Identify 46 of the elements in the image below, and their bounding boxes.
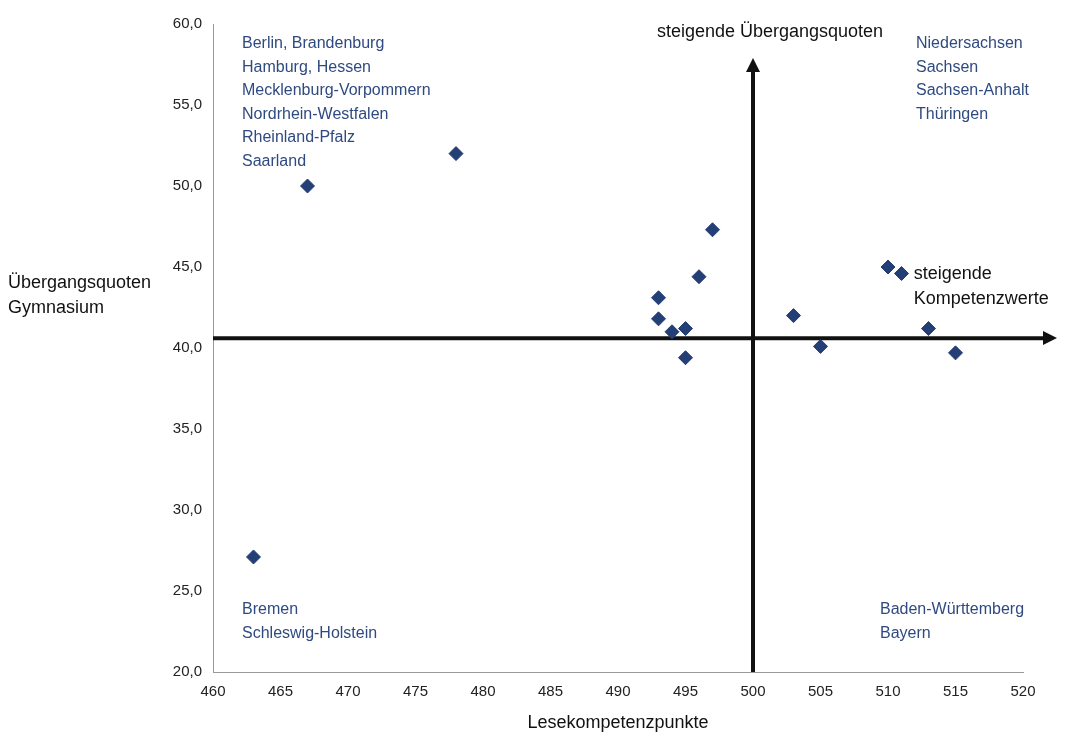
point bbox=[651, 311, 666, 327]
point bbox=[786, 308, 801, 324]
y-tick-label: 35,0 bbox=[172, 419, 202, 437]
y-tick-label: 55,0 bbox=[172, 95, 202, 113]
point bbox=[448, 146, 464, 162]
x-tick-label: 510 bbox=[875, 682, 901, 700]
y-tick-label: 25,0 bbox=[172, 581, 202, 599]
x-tick-label: 480 bbox=[470, 682, 496, 700]
x-tick-label: 460 bbox=[200, 682, 226, 700]
annotation: Berlin, Brandenburg Hamburg, Hessen Mecklenburg-Vorpommern Nordrhein-Westfalen Rheinland-Pfalz Saarland bbox=[242, 34, 431, 169]
point bbox=[948, 345, 963, 361]
x-tick-label: 485 bbox=[537, 682, 564, 700]
x-tick-label: 470 bbox=[335, 682, 361, 700]
point bbox=[880, 259, 896, 275]
point bbox=[678, 350, 693, 366]
y-tick-label: 45,0 bbox=[172, 257, 202, 275]
ref-line-label: steigende Kompetenzwerte bbox=[913, 263, 1049, 309]
point bbox=[813, 338, 828, 354]
x-tick-label: 475 bbox=[402, 682, 429, 700]
x-tick-label: 500 bbox=[740, 682, 766, 700]
x-tick-label: 495 bbox=[672, 682, 699, 700]
point bbox=[691, 269, 707, 285]
x-axis-title: Lesekompetenzpunkte bbox=[527, 712, 709, 733]
point bbox=[300, 178, 315, 194]
y-tick-label: 30,0 bbox=[172, 500, 202, 518]
x-tick-label: 465 bbox=[267, 682, 294, 700]
x-tick-label: 490 bbox=[605, 682, 631, 700]
y-tick-label: 50,0 bbox=[172, 176, 202, 194]
x-tick-label: 505 bbox=[807, 682, 834, 700]
annotation: Baden-Württemberg Bayern bbox=[880, 600, 1025, 641]
annotation: Bremen Schleswig-Holstein bbox=[242, 600, 378, 641]
point bbox=[246, 549, 261, 565]
y-tick-label: 40,0 bbox=[172, 338, 202, 356]
y-tick-label: 20,0 bbox=[172, 662, 202, 680]
point bbox=[678, 321, 693, 337]
annotation: Niedersachsen Sachsen Sachsen-Anhalt Thüringen bbox=[916, 34, 1030, 122]
point bbox=[664, 324, 680, 340]
point bbox=[894, 265, 909, 281]
x-tick-label: 520 bbox=[1010, 682, 1036, 700]
x-tick-label: 515 bbox=[942, 682, 969, 700]
point bbox=[651, 290, 666, 306]
point bbox=[921, 321, 936, 337]
ref-line-label: steigende Übergangsquoten bbox=[656, 20, 884, 41]
y-tick-label: 60,0 bbox=[172, 14, 202, 32]
y-axis-title: Übergangsquoten Gymnasium bbox=[8, 271, 152, 317]
point bbox=[705, 222, 720, 238]
